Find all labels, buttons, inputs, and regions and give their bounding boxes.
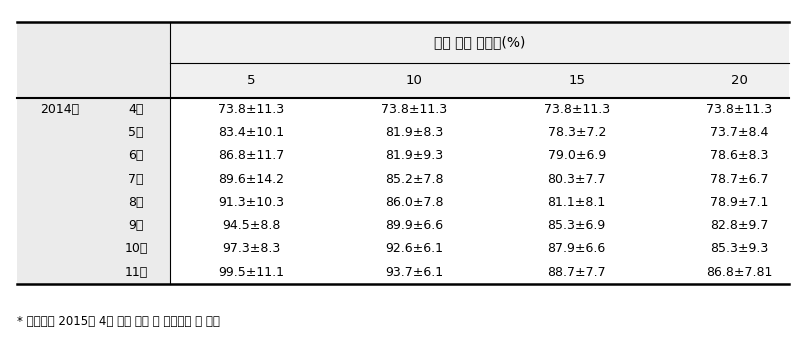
Text: 80.3±7.7: 80.3±7.7 <box>547 172 606 186</box>
Text: 10: 10 <box>405 74 422 87</box>
Text: 2014년: 2014년 <box>40 103 79 116</box>
Text: 10월: 10월 <box>124 242 147 255</box>
Text: 73.8±11.3: 73.8±11.3 <box>543 103 610 116</box>
Text: 5월: 5월 <box>128 126 143 139</box>
Text: 78.9±7.1: 78.9±7.1 <box>710 196 769 209</box>
Text: 일간 먹이 공급율(%): 일간 먹이 공급율(%) <box>434 36 525 50</box>
Text: 73.8±11.3: 73.8±11.3 <box>706 103 772 116</box>
Text: 85.2±7.8: 85.2±7.8 <box>384 172 443 186</box>
Text: 79.0±6.9: 79.0±6.9 <box>547 149 606 162</box>
Text: 97.3±8.3: 97.3±8.3 <box>222 242 280 255</box>
Text: 94.5±8.8: 94.5±8.8 <box>222 219 280 232</box>
Text: 92.6±6.1: 92.6±6.1 <box>385 242 443 255</box>
Text: 78.6±8.3: 78.6±8.3 <box>710 149 769 162</box>
Bar <box>170 22 788 98</box>
Text: * 생존율은 2015년 4월 실험 종료 시 전수조사 후 산출: * 생존율은 2015년 4월 실험 종료 시 전수조사 후 산출 <box>18 315 220 328</box>
Text: 73.8±11.3: 73.8±11.3 <box>381 103 447 116</box>
Text: 99.5±11.1: 99.5±11.1 <box>218 265 285 279</box>
Text: 73.8±11.3: 73.8±11.3 <box>218 103 285 116</box>
Text: 5: 5 <box>247 74 256 87</box>
Text: 78.7±6.7: 78.7±6.7 <box>710 172 769 186</box>
Text: 6월: 6월 <box>128 149 143 162</box>
Text: 86.8±7.81: 86.8±7.81 <box>706 265 772 279</box>
Text: 9월: 9월 <box>128 219 143 232</box>
Text: 83.4±10.1: 83.4±10.1 <box>218 126 285 139</box>
Text: 15: 15 <box>568 74 585 87</box>
Text: 85.3±6.9: 85.3±6.9 <box>547 219 606 232</box>
Text: 89.9±6.6: 89.9±6.6 <box>385 219 443 232</box>
Text: 91.3±10.3: 91.3±10.3 <box>218 196 285 209</box>
Text: 81.9±9.3: 81.9±9.3 <box>385 149 443 162</box>
Text: 8월: 8월 <box>128 196 143 209</box>
Text: 86.8±11.7: 86.8±11.7 <box>218 149 285 162</box>
Text: 81.9±8.3: 81.9±8.3 <box>385 126 443 139</box>
Text: 11월: 11월 <box>124 265 147 279</box>
Text: 86.0±7.8: 86.0±7.8 <box>384 196 443 209</box>
Text: 73.7±8.4: 73.7±8.4 <box>710 126 769 139</box>
Text: 7월: 7월 <box>128 172 143 186</box>
Text: 85.3±9.3: 85.3±9.3 <box>710 242 768 255</box>
Text: 81.1±8.1: 81.1±8.1 <box>547 196 606 209</box>
Text: 4월: 4월 <box>128 103 143 116</box>
Text: 93.7±6.1: 93.7±6.1 <box>385 265 443 279</box>
Text: 88.7±7.7: 88.7±7.7 <box>547 265 606 279</box>
Text: 82.8±9.7: 82.8±9.7 <box>710 219 769 232</box>
Text: 20: 20 <box>731 74 748 87</box>
Bar <box>18 22 170 283</box>
Text: 78.3±7.2: 78.3±7.2 <box>547 126 606 139</box>
Text: 87.9±6.6: 87.9±6.6 <box>547 242 606 255</box>
Text: 89.6±14.2: 89.6±14.2 <box>218 172 285 186</box>
